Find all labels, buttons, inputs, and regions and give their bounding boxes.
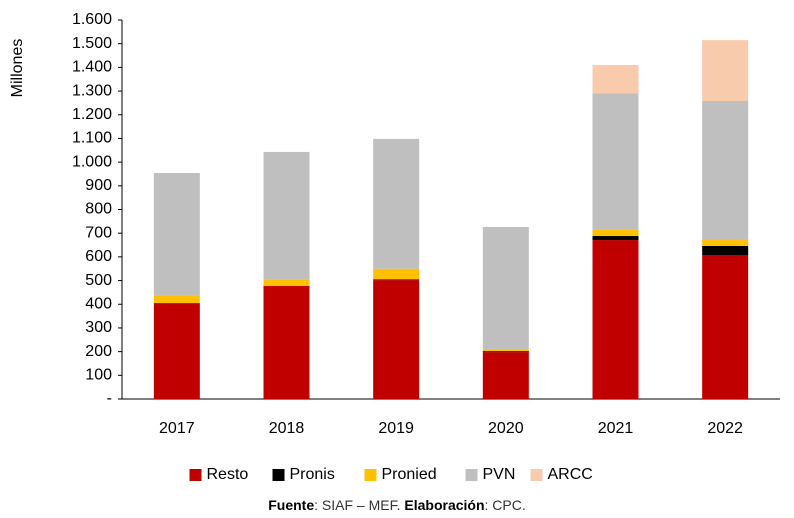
y-tick-label: 1.100 bbox=[72, 130, 112, 147]
y-tick-label: 400 bbox=[85, 295, 112, 312]
bar-segment bbox=[592, 240, 639, 399]
bar-segment bbox=[592, 65, 639, 94]
y-tick-label: 1.300 bbox=[72, 82, 112, 99]
x-tick-label: 2019 bbox=[378, 420, 414, 437]
bar-segment bbox=[702, 240, 749, 246]
legend-swatch bbox=[364, 469, 377, 481]
footer-label: Fuente bbox=[268, 497, 315, 513]
x-tick-label: 2021 bbox=[598, 420, 634, 437]
legend-label: Pronied bbox=[382, 466, 437, 483]
y-tick-label: 500 bbox=[85, 272, 112, 289]
bar-segment bbox=[373, 138, 420, 269]
y-tick-label: 1.500 bbox=[72, 35, 112, 52]
y-tick-label: 900 bbox=[85, 177, 112, 194]
x-tick-label: 2022 bbox=[707, 420, 743, 437]
bar-segment bbox=[482, 227, 529, 350]
footer-label: Elaboración bbox=[404, 497, 485, 513]
footer-text: : CPC. bbox=[484, 497, 526, 513]
bar-segment bbox=[263, 151, 310, 280]
y-tick-label: 200 bbox=[85, 343, 112, 360]
bar-segment bbox=[592, 229, 639, 237]
bar-segment bbox=[373, 268, 420, 280]
bar-segment bbox=[592, 93, 639, 230]
y-tick-label: 1.000 bbox=[72, 153, 112, 170]
y-axis-label: Millones bbox=[9, 39, 26, 98]
legend-swatch bbox=[272, 469, 285, 481]
x-tick-label: 2020 bbox=[488, 420, 524, 437]
bar-segment bbox=[373, 279, 420, 281]
bar-segment bbox=[702, 245, 749, 255]
bar-segment bbox=[702, 101, 749, 241]
bar-segment bbox=[373, 280, 420, 399]
x-tick-label: 2018 bbox=[269, 420, 305, 437]
bar-segment bbox=[153, 295, 200, 304]
legend-swatch bbox=[530, 469, 543, 481]
y-tick-label: 1.600 bbox=[72, 11, 112, 28]
legend-label: Pronis bbox=[290, 466, 335, 483]
y-tick-label: 800 bbox=[85, 201, 112, 218]
footer: Fuente: SIAF – MEF. Elaboración: CPC. bbox=[0, 497, 794, 513]
legend-swatch bbox=[465, 469, 478, 481]
bar-segment bbox=[263, 286, 310, 399]
bar-segment bbox=[263, 279, 310, 287]
bar-segment bbox=[592, 236, 639, 241]
bar-segment bbox=[482, 351, 529, 353]
legend-label: Resto bbox=[207, 466, 249, 483]
bar-segment bbox=[702, 40, 749, 102]
y-tick-label: 600 bbox=[85, 248, 112, 265]
bar-segment bbox=[153, 303, 200, 399]
y-tick-label: 700 bbox=[85, 224, 112, 241]
y-tick-label: 1.200 bbox=[72, 106, 112, 123]
x-tick-label: 2017 bbox=[159, 420, 195, 437]
chart: Millones - 100 200 300 400 500 600 700 800 900 1.0… bbox=[9, 11, 780, 483]
bar-segment bbox=[702, 254, 749, 399]
bar-segment bbox=[482, 352, 529, 399]
legend-label: PVN bbox=[483, 466, 516, 483]
footer-text: : SIAF – MEF. bbox=[314, 497, 405, 513]
y-tick-label: 1.400 bbox=[72, 59, 112, 76]
legend-label: ARCC bbox=[548, 466, 593, 483]
y-tick-label: 300 bbox=[85, 319, 112, 336]
bar-segment bbox=[153, 173, 200, 296]
bar-segment bbox=[482, 349, 529, 352]
y-tick-label: - bbox=[107, 390, 112, 407]
legend-swatch bbox=[189, 469, 202, 481]
y-tick-label: 100 bbox=[85, 367, 112, 384]
